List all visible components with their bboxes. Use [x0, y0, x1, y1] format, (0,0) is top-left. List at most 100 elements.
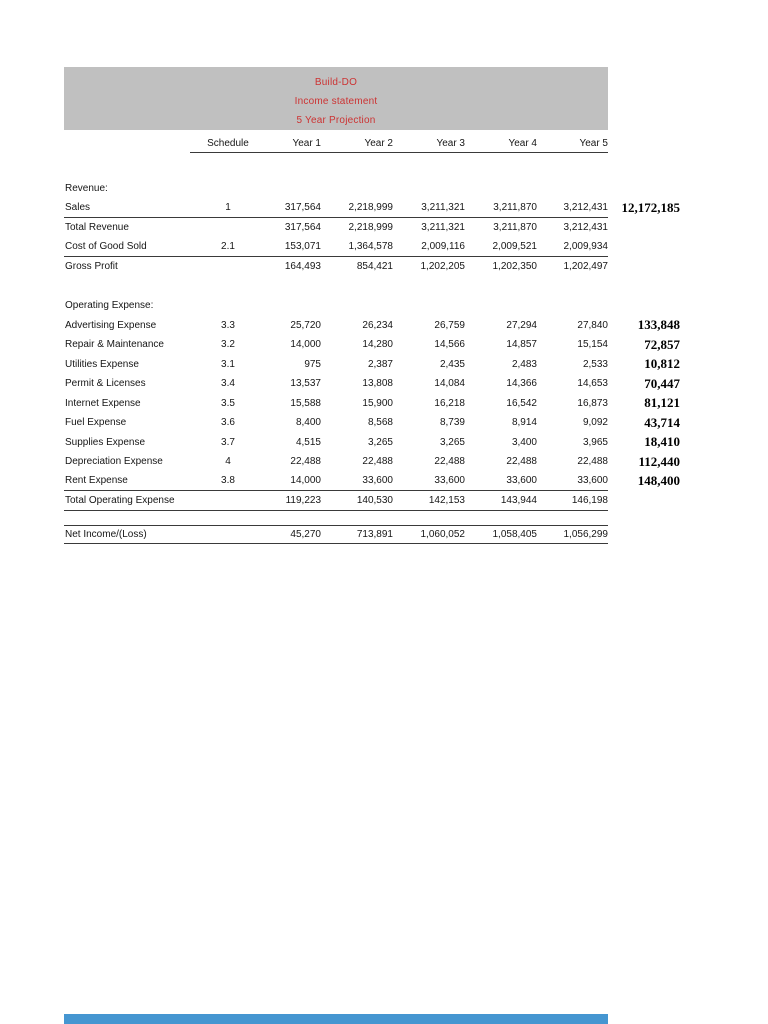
handwritten-total-annotation: 18,410 — [644, 434, 680, 450]
statement-row: Total Operating Expense 119,223 140,530 142… — [64, 491, 608, 511]
spacer-row — [64, 153, 608, 179]
value-cell: 164,493 — [284, 261, 321, 273]
value-cell: 13,537 — [290, 378, 321, 390]
schedule-column-header: Schedule — [190, 138, 266, 153]
value-cell: 16,873 — [577, 397, 608, 409]
handwritten-total-annotation: 70,447 — [644, 375, 680, 391]
value-cell: 8,400 — [295, 417, 321, 429]
value-cell: 153,071 — [284, 241, 321, 253]
value-cell: 1,058,405 — [492, 528, 538, 540]
row-label: Fuel Expense — [65, 417, 127, 429]
value-cell: 33,600 — [362, 475, 393, 487]
schedule-cell: 4 — [225, 456, 231, 468]
row-label: Cost of Good Sold — [65, 241, 147, 253]
handwritten-total-annotation: 133,848 — [637, 317, 680, 333]
value-cell: 14,084 — [434, 378, 465, 390]
value-cell: 854,421 — [356, 261, 393, 273]
schedule-cell: 3.8 — [221, 475, 235, 487]
value-cell: 3,400 — [511, 436, 537, 448]
row-label: Repair & Maintenance — [65, 339, 164, 351]
value-cell: 26,234 — [362, 319, 393, 331]
projection-title: 5 Year Projection — [296, 115, 376, 126]
value-cell: 16,542 — [506, 397, 537, 409]
value-cell: 22,488 — [362, 456, 393, 468]
value-cell: 27,840 — [577, 319, 608, 331]
year-1-column-header: Year 1 — [266, 138, 321, 153]
handwritten-total-annotation: 10,812 — [644, 356, 680, 372]
statement-row: Gross Profit 164,493 854,421 1,202,205 1,202… — [64, 257, 608, 277]
handwritten-total-annotation: 148,400 — [637, 472, 680, 488]
value-cell: 2,483 — [511, 358, 537, 370]
value-cell: 140,530 — [356, 494, 393, 506]
value-cell: 22,488 — [290, 456, 321, 468]
value-cell: 33,600 — [577, 475, 608, 487]
value-cell: 713,891 — [356, 528, 393, 540]
row-label: Sales — [65, 202, 91, 214]
value-cell: 317,564 — [284, 222, 321, 234]
schedule-cell: 3.1 — [221, 358, 235, 370]
value-cell: 2,009,934 — [563, 241, 609, 253]
statement-row: Total Revenue 317,564 2,218,999 3,211,321 3,… — [64, 218, 608, 238]
handwritten-total-annotation: 43,714 — [644, 414, 680, 430]
value-cell: 2,533 — [582, 358, 608, 370]
value-cell: 1,056,299 — [563, 528, 609, 540]
income-statement-sheet: Build-DO Income statement 5 Year Project… — [64, 67, 680, 544]
schedule-cell: 3.6 — [221, 417, 235, 429]
statement-row: Advertising Expense 3.3 25,720 26,234 26,759… — [64, 316, 680, 336]
row-label: Advertising Expense — [65, 319, 157, 331]
schedule-cell: 3.7 — [221, 436, 235, 448]
value-cell: 14,366 — [506, 378, 537, 390]
statement-row: Internet Expense 3.5 15,588 15,900 16,218 16,… — [64, 394, 680, 414]
value-cell: 2,218,999 — [348, 202, 394, 214]
value-cell: 2,009,521 — [492, 241, 538, 253]
value-cell: 3,965 — [582, 436, 608, 448]
value-cell: 22,488 — [434, 456, 465, 468]
statement-row: Rent Expense 3.8 14,000 33,600 33,600 33,600 3… — [64, 472, 680, 491]
value-cell: 3,211,870 — [493, 222, 537, 234]
schedule-cell: 3.5 — [221, 397, 235, 409]
value-cell: 1,202,205 — [420, 261, 466, 273]
value-cell: 26,759 — [434, 319, 465, 331]
schedule-cell: 1 — [225, 202, 231, 214]
value-cell: 4,515 — [295, 436, 321, 448]
column-header-row: Schedule Year 1 Year 2 Year 3 Year 4 Yea… — [64, 132, 608, 153]
schedule-cell: 2.1 — [221, 241, 235, 253]
handwritten-total-annotation: 81,121 — [644, 395, 680, 411]
year-5-column-header: Year 5 — [537, 138, 608, 153]
value-cell: 2,435 — [439, 358, 465, 370]
row-label: Operating Expense: — [65, 300, 154, 312]
value-cell: 14,280 — [362, 339, 393, 351]
value-cell: 3,211,870 — [493, 202, 537, 214]
value-cell: 3,265 — [367, 436, 393, 448]
statement-row: Repair & Maintenance 3.2 14,000 14,280 14,56… — [64, 335, 680, 355]
row-label: Internet Expense — [65, 397, 141, 409]
value-cell: 317,564 — [284, 202, 321, 214]
value-cell: 142,153 — [428, 494, 465, 506]
value-cell: 143,944 — [500, 494, 537, 506]
value-cell: 119,223 — [285, 494, 321, 506]
schedule-cell: 3.2 — [221, 339, 235, 351]
statement-row: Sales 1 317,564 2,218,999 3,211,321 3,211,870… — [64, 199, 680, 218]
next-page-top-edge — [64, 1014, 608, 1024]
value-cell: 2,387 — [367, 358, 393, 370]
value-cell: 2,009,116 — [421, 241, 465, 253]
statement-row: Permit & Licenses 3.4 13,537 13,808 14,084 14… — [64, 374, 680, 394]
value-cell: 15,900 — [362, 397, 393, 409]
handwritten-total-annotation: 72,857 — [644, 336, 680, 352]
statement-row: Net Income/(Loss) 45,270 713,891 1,060,052 1… — [64, 524, 609, 544]
statement-row: Supplies Expense 3.7 4,515 3,265 3,265 3,400 3… — [64, 433, 680, 453]
row-label: Supplies Expense — [65, 436, 146, 448]
year-3-column-header: Year 3 — [393, 138, 465, 153]
value-cell: 33,600 — [434, 475, 465, 487]
spacer-row — [64, 511, 608, 525]
statement-row: Utilities Expense 3.1 975 2,387 2,435 2,483 2,… — [64, 355, 680, 375]
statement-row: Fuel Expense 3.6 8,400 8,568 8,739 8,914 9,092… — [64, 413, 680, 433]
value-cell: 13,808 — [362, 378, 393, 390]
spacer-row — [64, 277, 608, 297]
row-label: Revenue: — [65, 183, 108, 195]
section-header-row: Operating Expense: — [64, 296, 608, 316]
statement-row: Cost of Good Sold 2.1 153,071 1,364,578 2,00… — [64, 238, 609, 257]
statement-title: Income statement — [294, 96, 378, 107]
schedule-cell: 3.3 — [221, 319, 235, 331]
value-cell: 15,588 — [290, 397, 321, 409]
